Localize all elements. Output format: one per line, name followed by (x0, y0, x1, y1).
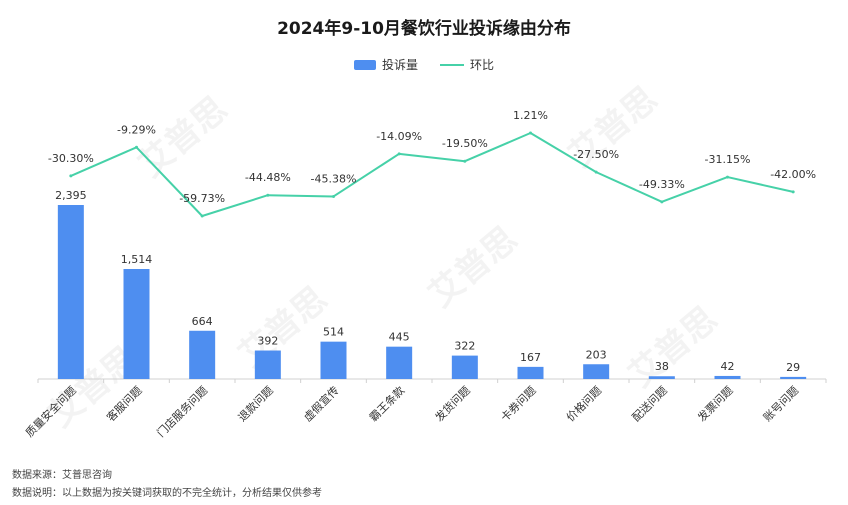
x-tick-label: 客服问题 (104, 383, 145, 424)
line-point (397, 152, 401, 156)
bar-value-label: 38 (655, 360, 669, 373)
bar-value-label: 167 (520, 351, 541, 364)
x-tick-label: 发票问题 (695, 383, 736, 424)
x-tick-label: 质量安全问题 (22, 383, 79, 440)
x-tick-label: 价格问题 (563, 383, 604, 424)
line-point (200, 214, 204, 218)
legend-item-line[interactable]: 环比 (440, 56, 494, 73)
bar (451, 355, 478, 379)
line-value-label: -30.30% (48, 152, 94, 165)
line-point (660, 200, 664, 204)
line-point (266, 193, 270, 197)
line-value-label: -19.50% (442, 137, 488, 150)
line-value-label: -45.38% (311, 172, 357, 185)
footer-note: 数据说明：以上数据为按关键词获取的不完全统计，分析结果仅供参考 (12, 488, 322, 499)
line-value-label: -14.09% (376, 130, 422, 143)
line-series (70, 132, 794, 217)
bar (189, 330, 216, 379)
line-point (463, 159, 467, 163)
legend-swatch-bar (353, 59, 376, 70)
bar-value-label: 203 (586, 348, 607, 361)
x-tick-label: 配送问题 (629, 383, 670, 424)
x-tick-label: 卡券问题 (498, 383, 539, 424)
chart-title: 2024年9-10月餐饮行业投诉缘由分布 (277, 19, 571, 39)
line-point (594, 170, 598, 174)
line-point (726, 175, 729, 179)
line-value-label: -9.29% (117, 123, 156, 136)
line-point (332, 194, 335, 198)
bar (123, 269, 150, 379)
line-point (791, 190, 795, 194)
bar-value-label: 42 (721, 360, 735, 373)
x-tick-label: 发货问题 (432, 383, 473, 424)
bar (57, 205, 84, 379)
bar-value-label: 392 (257, 335, 278, 348)
bar-value-label: 664 (192, 315, 213, 328)
legend-label-line: 环比 (470, 58, 495, 72)
bar-value-label: 445 (389, 331, 410, 344)
line-value-label: -59.73% (179, 192, 225, 205)
bar-value-label: 322 (454, 340, 475, 353)
bar (517, 366, 544, 379)
x-tick-label: 虚假宣传 (301, 383, 342, 424)
x-tick-label: 账号问题 (761, 384, 801, 424)
line-value-label: -49.33% (639, 178, 685, 191)
bar (648, 376, 675, 379)
x-tick-label: 门店服务问题 (154, 383, 211, 440)
bar (583, 364, 610, 379)
legend-item-bar[interactable]: 投诉量 (353, 56, 418, 73)
bar-value-label: 2,395 (55, 189, 87, 202)
line-value-label: -27.50% (573, 148, 619, 161)
x-tick-label: 退款问题 (235, 383, 276, 424)
bar-value-label: 514 (323, 326, 344, 339)
bar (780, 376, 807, 379)
bar (714, 375, 741, 379)
footer-source: 数据来源：艾普思咨询 (12, 470, 112, 481)
line-point (529, 131, 532, 135)
legend-label-bar: 投诉量 (381, 58, 418, 72)
line-value-label: 1.21% (513, 109, 548, 122)
bar-value-label: 29 (786, 361, 800, 374)
bar (320, 341, 347, 379)
line-value-label: -42.00% (770, 168, 816, 181)
bar (254, 350, 281, 379)
chart-legend: 投诉量 环比 (0, 56, 848, 73)
bar-value-label: 1,514 (121, 253, 153, 266)
line-value-label: -31.15% (705, 153, 751, 166)
bar (386, 346, 413, 379)
line-point (135, 145, 138, 149)
line-value-label: -44.48% (245, 171, 291, 184)
x-tick-label: 霸王条款 (366, 383, 407, 424)
legend-swatch-line (440, 63, 464, 66)
line-point (69, 174, 73, 178)
